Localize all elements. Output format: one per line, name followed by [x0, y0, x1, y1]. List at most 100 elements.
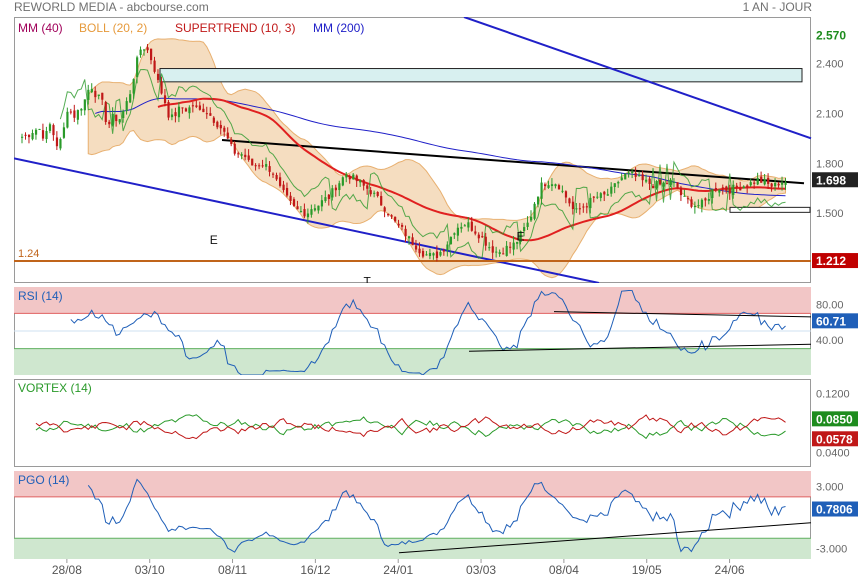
candle-body — [655, 180, 658, 189]
pgo-line — [87, 478, 786, 553]
candle-body — [620, 177, 623, 181]
candle-body — [425, 254, 428, 256]
candle-body — [230, 139, 233, 145]
candle-body — [366, 185, 369, 189]
candle-body — [739, 187, 742, 191]
rsi-resistance-line — [553, 311, 812, 318]
candle-body — [317, 205, 320, 211]
candle-body — [606, 194, 609, 196]
candle-body — [191, 105, 195, 107]
candle-body — [156, 73, 160, 80]
candle-body — [198, 105, 202, 110]
candle-body — [299, 210, 303, 212]
y-tick-label: 3.000 — [816, 482, 844, 494]
candle-body — [784, 182, 787, 185]
candle-body — [411, 237, 414, 246]
legend-item: SUPERTREND (10, 3) — [175, 21, 295, 35]
candle-body — [540, 182, 543, 199]
y-tick-label: 2.100 — [816, 108, 844, 120]
candle-body — [707, 199, 711, 201]
candle-body — [369, 190, 372, 195]
channel-upper-line — [463, 17, 812, 140]
candle-body — [275, 174, 278, 180]
candle-body — [421, 250, 425, 257]
candle-body — [247, 155, 250, 160]
candle-body — [571, 201, 575, 210]
candle-body — [237, 153, 240, 155]
x-tick-label: 08/04 — [549, 563, 579, 577]
pattern-label: T — [363, 274, 371, 283]
candle-body — [732, 184, 735, 195]
candle-body — [561, 190, 564, 192]
candle-body — [453, 233, 456, 235]
candle-body — [80, 108, 83, 111]
indicator-title: RSI (14) — [18, 289, 63, 303]
candle-body — [718, 189, 721, 193]
candle-body — [21, 136, 24, 138]
candle-body — [184, 108, 188, 112]
candle-body — [693, 205, 697, 208]
candle-body — [219, 124, 222, 129]
candle-body — [477, 234, 480, 239]
neckline — [221, 139, 805, 185]
candle-body — [512, 242, 515, 250]
x-tick-label: 03/03 — [466, 563, 496, 577]
candle-body — [763, 179, 766, 185]
legend-item: MM (200) — [313, 21, 364, 35]
candle-body — [383, 207, 386, 212]
candle-body — [244, 154, 247, 158]
candle-body — [536, 196, 540, 205]
candle-body — [31, 132, 34, 140]
y-tick-label: 40.00 — [816, 335, 844, 347]
candle-body — [613, 183, 616, 187]
candle-body — [272, 173, 275, 175]
candle-body — [756, 178, 759, 185]
candle-body — [659, 179, 662, 185]
candle-body — [341, 177, 344, 186]
candle-body — [55, 137, 59, 147]
resistance-zone — [159, 68, 803, 83]
candle-body — [777, 183, 780, 186]
x-tick-label: 19/05 — [632, 563, 662, 577]
pgo-lower-zone — [14, 538, 811, 559]
price-label: 2.570 — [816, 28, 846, 42]
price-label-bg — [812, 253, 858, 269]
rsi-support-line — [468, 343, 812, 352]
vortex-minus-value: 0.0578 — [816, 432, 853, 446]
candle-body — [672, 182, 676, 184]
candle-body — [139, 49, 142, 56]
indicator-title: VORTEX (14) — [18, 381, 92, 395]
candle-body — [498, 252, 501, 255]
candle-body — [627, 172, 630, 174]
candle-body — [624, 173, 627, 180]
candle-body — [700, 199, 704, 208]
vortex-plus-bg — [812, 411, 858, 427]
candle-body — [767, 177, 770, 184]
candle-body — [174, 112, 177, 117]
candle-body — [146, 47, 149, 51]
candle-body — [641, 174, 644, 181]
candle-body — [48, 124, 52, 131]
candle-body — [742, 186, 745, 189]
vortex-minus-bg — [812, 431, 858, 447]
candle-body — [202, 108, 205, 113]
candle-body — [568, 198, 571, 204]
pgo-value: 0.7806 — [816, 503, 853, 517]
candle-body — [122, 110, 125, 119]
candle-body — [665, 183, 669, 185]
candle-body — [638, 175, 641, 177]
candle-body — [285, 187, 289, 196]
candle-body — [550, 184, 554, 187]
candle-body — [62, 127, 66, 138]
rsi-value: 60.71 — [816, 314, 846, 328]
candle-body — [83, 99, 86, 111]
candle-body — [610, 186, 613, 194]
candle-body — [449, 236, 453, 245]
candle-body — [428, 252, 432, 257]
x-tick-label: 16/12 — [300, 563, 330, 577]
candle-body — [442, 250, 446, 252]
candle-body — [652, 185, 655, 189]
candle-body — [362, 180, 365, 186]
candle-body — [460, 226, 463, 229]
candle-body — [73, 110, 76, 118]
